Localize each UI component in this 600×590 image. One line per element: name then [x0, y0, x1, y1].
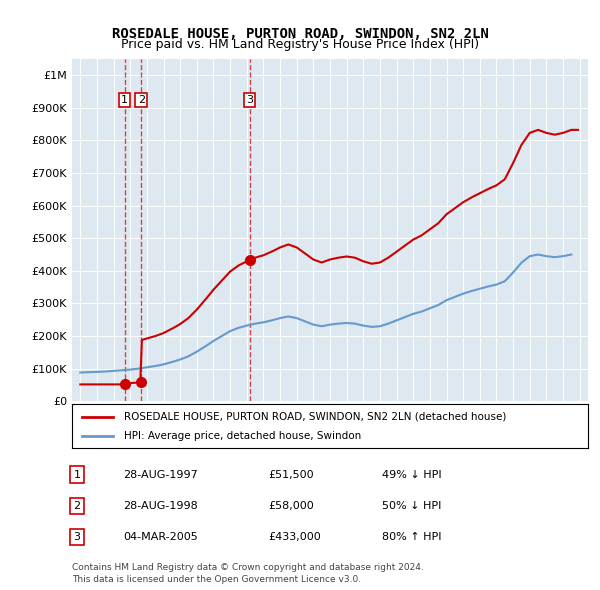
Text: 2: 2	[137, 95, 145, 105]
Text: 28-AUG-1997: 28-AUG-1997	[124, 470, 199, 480]
Text: HPI: Average price, detached house, Swindon: HPI: Average price, detached house, Swin…	[124, 431, 361, 441]
Text: Price paid vs. HM Land Registry's House Price Index (HPI): Price paid vs. HM Land Registry's House …	[121, 38, 479, 51]
Text: 1: 1	[74, 470, 80, 480]
Text: 2: 2	[74, 501, 81, 511]
Text: £433,000: £433,000	[268, 532, 321, 542]
Text: 28-AUG-1998: 28-AUG-1998	[124, 501, 199, 511]
Text: ROSEDALE HOUSE, PURTON ROAD, SWINDON, SN2 2LN (detached house): ROSEDALE HOUSE, PURTON ROAD, SWINDON, SN…	[124, 412, 506, 421]
Text: This data is licensed under the Open Government Licence v3.0.: This data is licensed under the Open Gov…	[72, 575, 361, 584]
Text: ROSEDALE HOUSE, PURTON ROAD, SWINDON, SN2 2LN: ROSEDALE HOUSE, PURTON ROAD, SWINDON, SN…	[112, 27, 488, 41]
Text: 1: 1	[121, 95, 128, 105]
Text: £51,500: £51,500	[268, 470, 314, 480]
Text: £58,000: £58,000	[268, 501, 314, 511]
Text: 49% ↓ HPI: 49% ↓ HPI	[382, 470, 441, 480]
Text: 50% ↓ HPI: 50% ↓ HPI	[382, 501, 441, 511]
Text: 3: 3	[246, 95, 253, 105]
Text: 04-MAR-2005: 04-MAR-2005	[124, 532, 199, 542]
Text: Contains HM Land Registry data © Crown copyright and database right 2024.: Contains HM Land Registry data © Crown c…	[72, 563, 424, 572]
Text: 80% ↑ HPI: 80% ↑ HPI	[382, 532, 441, 542]
Text: 3: 3	[74, 532, 80, 542]
